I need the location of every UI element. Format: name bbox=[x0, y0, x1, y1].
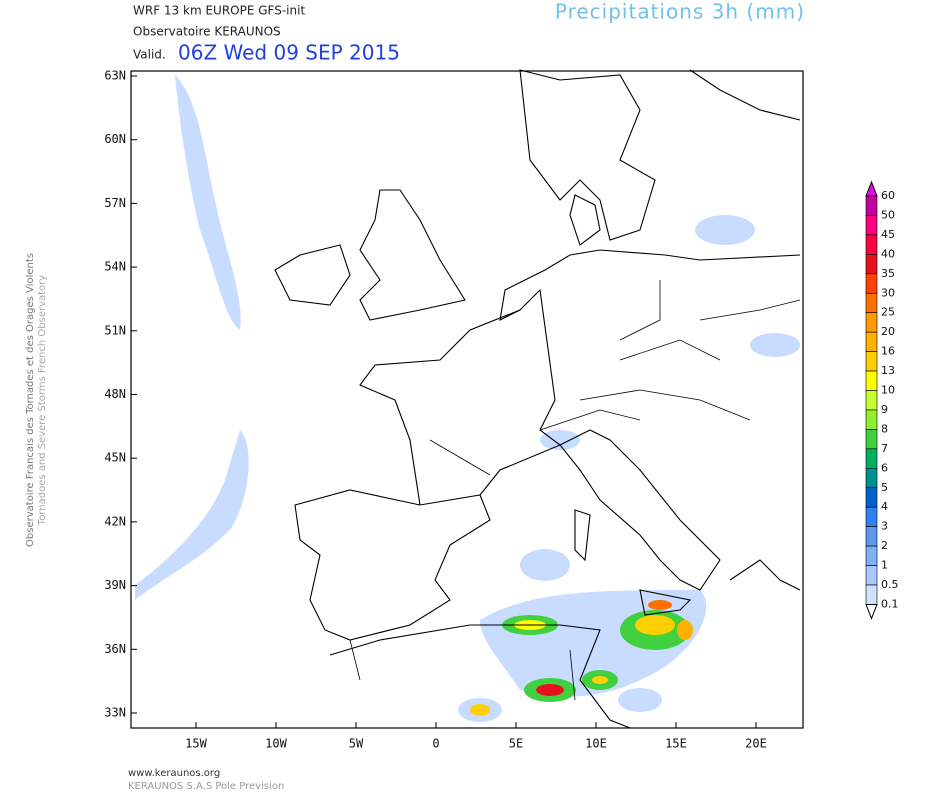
map-background bbox=[131, 71, 803, 728]
colorbar-box bbox=[865, 506, 878, 527]
colorbar-label: 10 bbox=[881, 384, 895, 397]
colorbar-label: 3 bbox=[881, 520, 888, 533]
lon-label: 15W bbox=[185, 737, 207, 751]
colorbar-label: 9 bbox=[881, 403, 888, 416]
colorbar-label: 6 bbox=[881, 461, 888, 474]
colorbar-box bbox=[865, 370, 878, 391]
colorbar-box bbox=[865, 545, 878, 566]
colorbar-label: 35 bbox=[881, 267, 895, 280]
graticule-labels: 63N 60N 57N 54N 51N 48N 45N 42N 39N 36N 33N 15W 10W 5… bbox=[104, 69, 767, 751]
colorbar-label: 5 bbox=[881, 481, 888, 494]
colorbar-label: 25 bbox=[881, 306, 895, 319]
lat-label: 45N bbox=[104, 451, 126, 465]
colorbar-box bbox=[865, 565, 878, 586]
colorbar-label: 60 bbox=[881, 189, 895, 202]
colorbar-label: 8 bbox=[881, 422, 888, 435]
colorbar-box bbox=[865, 487, 878, 508]
colorbar-box bbox=[865, 526, 878, 547]
colorbar-label: 45 bbox=[881, 228, 895, 241]
colorbar-box bbox=[865, 215, 878, 236]
footer-company: KERAUNOS S.A.S Pole Prevision bbox=[128, 781, 284, 792]
map-frame bbox=[130, 70, 804, 729]
colorbar-box bbox=[865, 234, 878, 255]
coastlines bbox=[274, 69, 801, 729]
colorbar-label: 30 bbox=[881, 286, 895, 299]
lat-label: 33N bbox=[104, 706, 126, 720]
source-label: Observatoire KERAUNOS bbox=[133, 25, 281, 39]
colorbar-box bbox=[865, 331, 878, 352]
valid-prefix: Valid. bbox=[133, 48, 166, 62]
colorbar-label: 40 bbox=[881, 247, 895, 260]
colorbar-box bbox=[865, 409, 878, 430]
lon-label: 20E bbox=[745, 737, 767, 751]
colorbar-box bbox=[865, 390, 878, 411]
colorbar-box bbox=[865, 429, 878, 450]
colorbar-box bbox=[865, 195, 878, 216]
lon-label: 10W bbox=[265, 737, 287, 751]
colorbar-box bbox=[865, 292, 878, 314]
colorbar-box bbox=[865, 448, 878, 469]
lon-label: 10E bbox=[585, 737, 607, 751]
lon-label: 5W bbox=[349, 737, 364, 751]
colorbar-label: 7 bbox=[881, 442, 888, 455]
colorbar-label: 0.1 bbox=[881, 597, 899, 610]
side-text-fr: Observatoire Francais des Tornades et de… bbox=[25, 253, 36, 547]
colorbar-box bbox=[865, 467, 878, 489]
model-label: WRF 13 km EUROPE GFS-init bbox=[133, 4, 305, 18]
colorbar-label: 20 bbox=[881, 325, 895, 338]
colorbar-box bbox=[865, 584, 878, 605]
lat-label: 36N bbox=[104, 642, 126, 656]
colorbar-label: 2 bbox=[881, 539, 888, 552]
lat-label: 54N bbox=[104, 260, 126, 274]
colorbar-label: 0.5 bbox=[881, 578, 899, 591]
colorbar-label: 16 bbox=[881, 345, 895, 358]
colorbar-box bbox=[865, 254, 878, 275]
colorbar-triangle bbox=[865, 180, 878, 197]
colorbar: 60 50 45 40 35 30 25 20 16 13 10 9 8 7 6 5 4 3 2 1 0.5 0.1 bbox=[865, 180, 899, 620]
lon-label: 5E bbox=[509, 737, 523, 751]
colorbar-label: 13 bbox=[881, 364, 895, 377]
lat-label: 51N bbox=[104, 323, 126, 337]
product-title: Precipitations 3h (mm) bbox=[555, 0, 805, 24]
map-area bbox=[130, 69, 804, 729]
colorbar-label: 4 bbox=[881, 500, 888, 513]
colorbar-box bbox=[865, 351, 878, 372]
colorbar-triangle bbox=[865, 603, 878, 620]
valid-time: 06Z Wed 09 SEP 2015 bbox=[178, 41, 400, 65]
lon-label: 0 bbox=[432, 737, 439, 751]
colorbar-box bbox=[865, 273, 878, 294]
lat-label: 63N bbox=[104, 69, 126, 83]
lat-label: 48N bbox=[104, 387, 126, 401]
colorbar-label: 50 bbox=[881, 208, 895, 221]
lat-label: 60N bbox=[104, 132, 126, 146]
lat-label: 57N bbox=[104, 196, 126, 210]
lon-label: 15E bbox=[665, 737, 687, 751]
lat-label: 42N bbox=[104, 514, 126, 528]
lat-label: 39N bbox=[104, 578, 126, 592]
colorbar-box bbox=[865, 312, 878, 333]
colorbar-label: 1 bbox=[881, 559, 888, 572]
footer-url: www.keraunos.org bbox=[128, 768, 220, 779]
side-text-en: Tornadoes and Severe Storms French Obser… bbox=[37, 275, 48, 526]
